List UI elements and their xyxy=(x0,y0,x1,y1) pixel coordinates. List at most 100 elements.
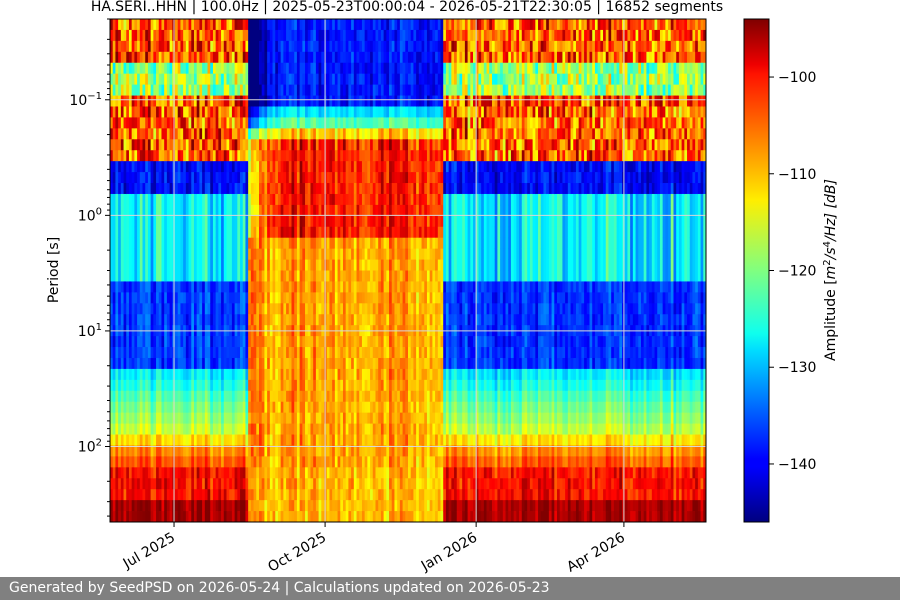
heatmap-cell xyxy=(386,511,390,522)
heatmap-cell xyxy=(302,193,306,206)
heatmap-cell xyxy=(267,390,271,403)
heatmap-cell xyxy=(283,51,287,64)
heatmap-cell xyxy=(256,401,260,414)
heatmap-cell xyxy=(334,215,338,228)
heatmap-cell xyxy=(215,62,219,75)
heatmap-cell xyxy=(389,95,393,107)
heatmap-cell xyxy=(269,95,273,107)
heatmap-cell xyxy=(356,237,360,250)
heatmap-cell xyxy=(253,489,257,501)
heatmap-cell xyxy=(307,117,311,129)
heatmap-cell xyxy=(134,84,138,96)
heatmap-cell xyxy=(259,368,263,381)
heatmap-cell xyxy=(147,172,152,184)
heatmap-cell xyxy=(375,478,379,490)
heatmap-cell xyxy=(131,489,135,501)
heatmap-cell xyxy=(158,183,162,195)
heatmap-cell xyxy=(180,106,184,118)
heatmap-cell xyxy=(291,204,295,217)
heatmap-cell xyxy=(256,347,260,359)
heatmap-cell xyxy=(329,511,333,522)
heatmap-cell xyxy=(202,347,206,359)
heatmap-cell xyxy=(299,489,303,501)
heatmap-cell xyxy=(370,390,374,403)
heatmap-cell xyxy=(234,161,238,173)
heatmap-cell xyxy=(367,172,371,184)
heatmap-cell xyxy=(156,347,160,359)
heatmap-cell xyxy=(250,248,254,260)
heatmap-cell xyxy=(240,303,244,315)
heatmap-cell xyxy=(234,62,238,75)
heatmap-cell xyxy=(364,226,368,239)
heatmap-cell xyxy=(359,40,363,53)
heatmap-cell xyxy=(256,204,260,217)
heatmap-cell xyxy=(291,500,295,512)
heatmap-cell xyxy=(378,84,382,96)
heatmap-cell xyxy=(126,161,130,173)
heatmap-cell xyxy=(242,150,246,162)
heatmap-cell xyxy=(394,73,398,85)
heatmap-cell xyxy=(156,29,160,42)
heatmap-cell xyxy=(153,128,157,140)
heatmap-cell xyxy=(291,248,295,260)
heatmap-cell xyxy=(196,292,200,304)
heatmap-cell xyxy=(166,423,170,435)
heatmap-cell xyxy=(307,456,311,468)
heatmap-cell xyxy=(256,314,260,326)
heatmap-cell xyxy=(153,303,157,315)
heatmap-cell xyxy=(348,434,352,446)
heatmap-cell xyxy=(204,161,208,173)
heatmap-cell xyxy=(231,95,236,107)
heatmap-cell xyxy=(370,347,374,359)
heatmap-cell xyxy=(183,51,187,64)
heatmap-cell xyxy=(380,292,385,304)
heatmap-cell xyxy=(275,51,279,64)
heatmap-cell xyxy=(264,467,268,479)
heatmap-cell xyxy=(389,467,393,479)
heatmap-cell xyxy=(277,500,282,512)
heatmap-cell xyxy=(156,478,160,490)
heatmap-cell xyxy=(277,270,282,282)
heatmap-cell xyxy=(156,95,160,107)
heatmap-cell xyxy=(115,84,119,96)
heatmap-cell xyxy=(389,347,393,359)
heatmap-cell xyxy=(340,19,344,31)
heatmap-cell xyxy=(250,456,254,468)
heatmap-cell xyxy=(286,150,290,162)
heatmap-cell xyxy=(356,139,360,151)
heatmap-cell xyxy=(277,117,282,129)
heatmap-cell xyxy=(156,281,160,293)
heatmap-cell xyxy=(394,357,398,370)
heatmap-cell xyxy=(158,84,162,96)
heatmap-cell xyxy=(245,467,249,479)
heatmap-cell xyxy=(318,423,322,435)
heatmap-cell xyxy=(334,172,338,184)
heatmap-cell xyxy=(361,117,366,129)
heatmap-cell xyxy=(310,161,314,173)
heatmap-cell xyxy=(118,500,122,512)
heatmap-cell xyxy=(315,161,319,173)
heatmap-cell xyxy=(332,314,336,326)
heatmap-cell xyxy=(364,401,368,414)
heatmap-cell xyxy=(128,226,133,239)
heatmap-cell xyxy=(348,84,352,96)
heatmap-cell xyxy=(397,357,401,370)
heatmap-cell xyxy=(253,511,257,522)
heatmap-cell xyxy=(296,489,301,501)
heatmap-cell xyxy=(153,248,157,260)
heatmap-cell xyxy=(326,314,330,326)
heatmap-cell xyxy=(296,347,301,359)
heatmap-cell xyxy=(348,128,352,140)
heatmap-cell xyxy=(204,379,208,392)
heatmap-cell xyxy=(348,237,352,250)
heatmap-cell xyxy=(123,270,127,282)
heatmap-cell xyxy=(199,183,203,195)
heatmap-cell xyxy=(256,336,260,348)
heatmap-cell xyxy=(259,40,263,53)
heatmap-cell xyxy=(288,215,292,228)
heatmap-cell xyxy=(277,40,282,53)
heatmap-cell xyxy=(259,215,263,228)
heatmap-cell xyxy=(256,84,260,96)
heatmap-cell xyxy=(202,193,206,206)
heatmap-cell xyxy=(342,390,347,403)
